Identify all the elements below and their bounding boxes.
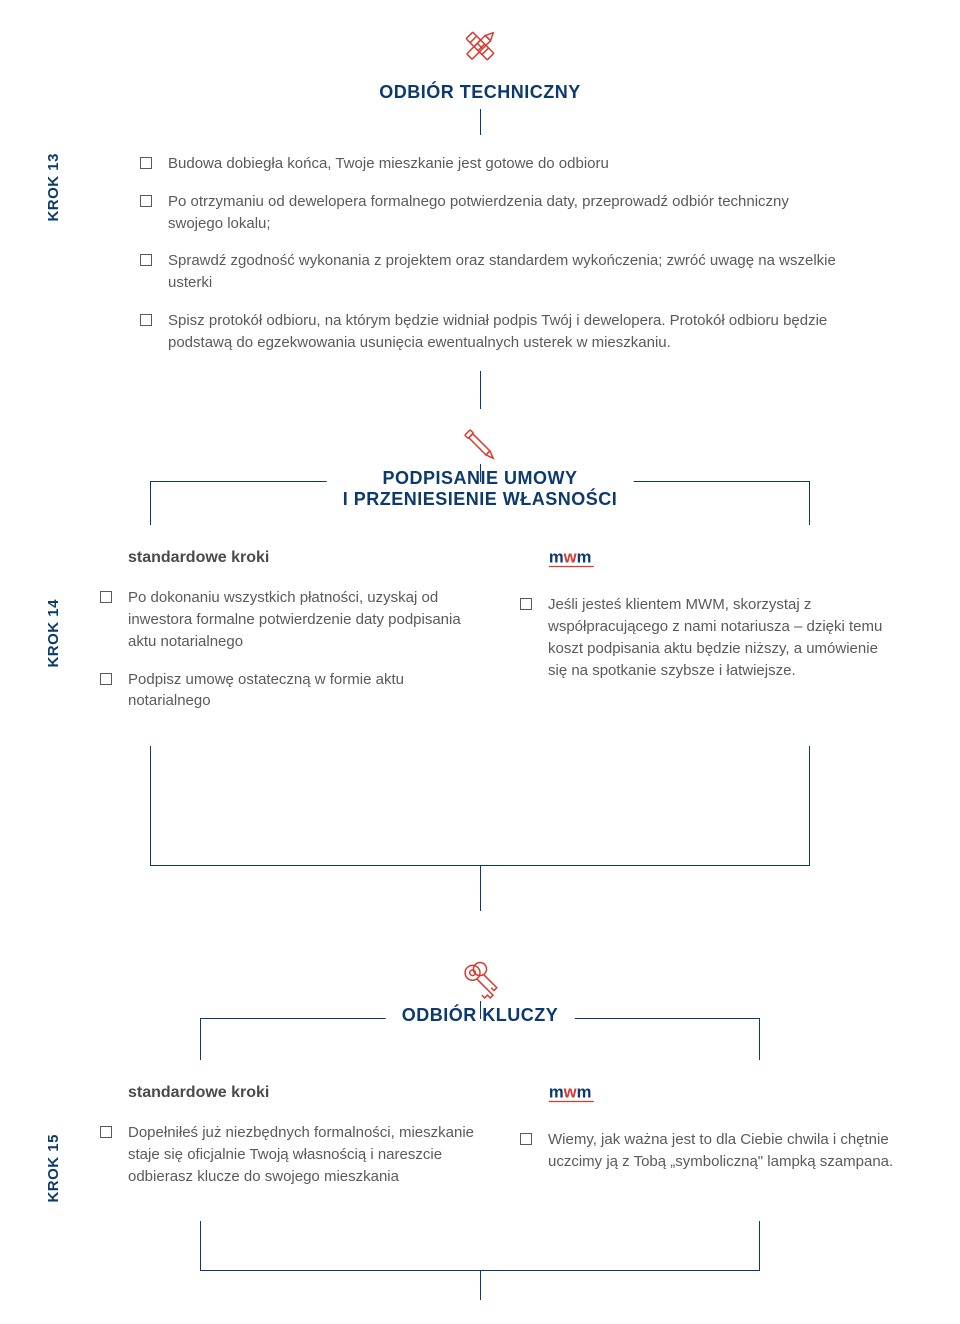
section2-columns: KROK 14 standardowe kroki Po dokonaniu w… (100, 549, 900, 728)
section1-title: ODBIÓR TECHNICZNY (0, 82, 960, 103)
list-item: Po otrzymaniu od dewelopera formalnego p… (140, 191, 840, 235)
mwm-logo: mwm (548, 1084, 900, 1109)
page: ODBIÓR TECHNICZNY KROK 13 Budowa dobiegł… (0, 0, 960, 1324)
list-item: Jeśli jesteś klientem MWM, skorzystaj z … (520, 594, 900, 681)
section2-left-col: standardowe kroki Po dokonaniu wszystkic… (100, 549, 480, 728)
section3-right-col: mwm Wiemy, jak ważna jest to dla Ciebie … (520, 1084, 900, 1203)
list-item: Sprawdź zgodność wykonania z projektem o… (140, 250, 840, 294)
krok-15-label: KROK 15 (45, 1134, 62, 1203)
left-header: standardowe kroki (128, 1084, 480, 1102)
section3-title-frame: ODBIÓR KLUCZY (200, 1018, 760, 1060)
list-item: Podpisz umowę ostateczną w formie aktu n… (100, 669, 480, 713)
section2-title-line2: I PRZENIESIENIE WŁASNOŚCI (343, 489, 618, 510)
list-item: Dopełniłeś już niezbędnych formalności, … (100, 1122, 480, 1187)
section3-close-frame (200, 1221, 760, 1271)
section2-right-list: Jeśli jesteś klientem MWM, skorzystaj z … (520, 594, 900, 681)
list-item: Wiemy, jak ważna jest to dla Ciebie chwi… (520, 1129, 900, 1173)
list-item: Po dokonaniu wszystkich płatności, uzysk… (100, 587, 480, 652)
connector (480, 109, 481, 135)
section2-title-frame: PODPISANIE UMOWY I PRZENIESIENIE WŁASNOŚ… (150, 481, 810, 525)
connector (480, 371, 481, 409)
section1-block: KROK 13 Budowa dobiegła końca, Twoje mie… (140, 153, 840, 353)
section3-left-col: standardowe kroki Dopełniłeś już niezbęd… (100, 1084, 480, 1203)
section3-columns: KROK 15 standardowe kroki Dopełniłeś już… (100, 1084, 900, 1203)
section3-left-list: Dopełniłeś już niezbędnych formalności, … (100, 1122, 480, 1187)
mwm-logo: mwm (548, 549, 900, 574)
section2-close-frame (150, 746, 810, 866)
list-item: Budowa dobiegła końca, Twoje mieszkanie … (140, 153, 840, 175)
left-header: standardowe kroki (128, 549, 480, 567)
section3-right-list: Wiemy, jak ważna jest to dla Ciebie chwi… (520, 1129, 900, 1173)
tools-icon (452, 18, 508, 74)
svg-text:mwm: mwm (549, 549, 592, 566)
svg-text:mwm: mwm (549, 1084, 592, 1101)
section1-checklist: Budowa dobiegła końca, Twoje mieszkanie … (140, 153, 840, 353)
krok-13-label: KROK 13 (45, 153, 62, 222)
section2-left-list: Po dokonaniu wszystkich płatności, uzysk… (100, 587, 480, 712)
section3-title: ODBIÓR KLUCZY (402, 1005, 559, 1026)
section2-title-line1: PODPISANIE UMOWY (343, 468, 618, 489)
list-item: Spisz protokół odbioru, na którym będzie… (140, 310, 840, 354)
section2-right-col: mwm Jeśli jesteś klientem MWM, skorzysta… (520, 549, 900, 728)
krok-14-label: KROK 14 (45, 599, 62, 668)
